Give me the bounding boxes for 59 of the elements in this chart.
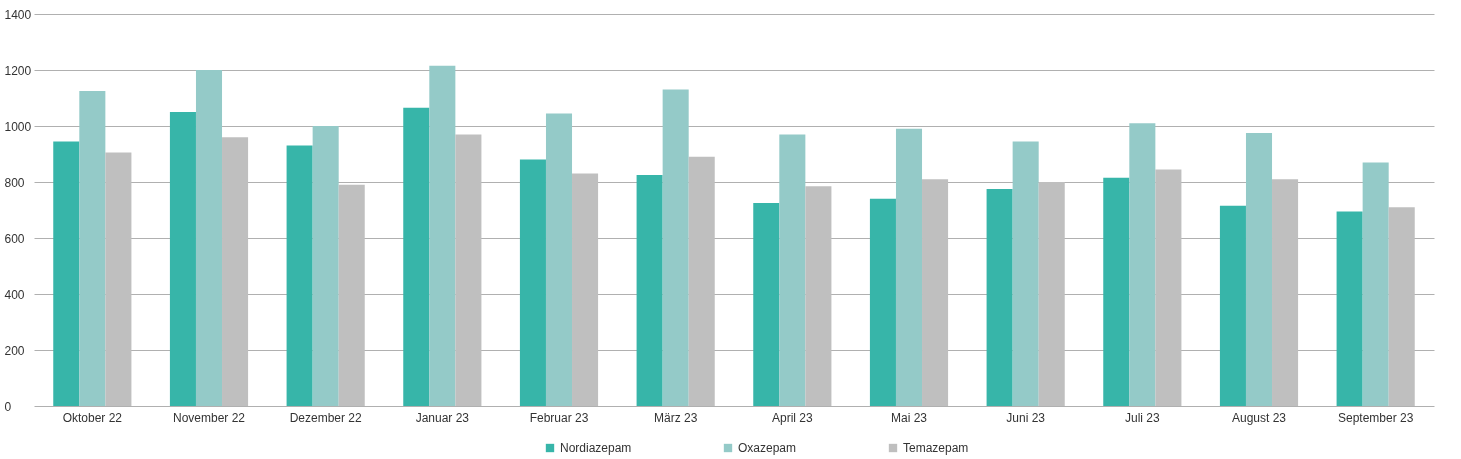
bar <box>222 137 249 406</box>
bar <box>1388 207 1415 406</box>
bar <box>779 134 806 406</box>
y-tick-label: 200 <box>4 343 25 358</box>
bar <box>986 189 1013 406</box>
x-tick-label: Februar 23 <box>529 410 589 425</box>
bar <box>895 128 923 406</box>
x-tick-label: Mai 23 <box>890 410 928 425</box>
y-tick-label: 1400 <box>4 7 32 22</box>
bar <box>572 173 599 406</box>
bar <box>1155 169 1182 406</box>
bar <box>1219 205 1246 406</box>
bar <box>1129 123 1156 406</box>
bar <box>805 186 832 406</box>
bar <box>1272 179 1299 406</box>
y-tick-label: 800 <box>4 175 25 190</box>
bar <box>1012 141 1039 406</box>
bar <box>195 70 223 406</box>
bar <box>869 198 896 406</box>
bar <box>545 113 573 406</box>
bar <box>338 184 365 406</box>
y-tick-label: 600 <box>4 231 25 246</box>
x-tick-label: Juni 23 <box>1006 410 1046 425</box>
bar <box>312 126 339 406</box>
x-tick-label: August 23 <box>1231 410 1287 425</box>
bar <box>662 89 689 406</box>
legend-label: Temazepam <box>903 441 969 455</box>
x-tick-label: November 22 <box>172 410 246 425</box>
legend-label: Nordiazepam <box>560 441 632 455</box>
bar <box>1103 177 1130 406</box>
bar <box>753 203 780 406</box>
bar <box>1362 162 1389 406</box>
bar <box>636 175 663 406</box>
x-tick-label: Juli 23 <box>1124 410 1160 425</box>
y-tick-label: 1000 <box>4 119 32 134</box>
y-tick-label: 1200 <box>4 63 32 78</box>
x-tick-label: April 23 <box>771 410 813 425</box>
bar <box>1245 133 1273 406</box>
y-tick-label: 400 <box>4 287 25 302</box>
x-tick-label: Oktober 22 <box>62 410 123 425</box>
bar <box>105 152 132 406</box>
bar <box>688 156 715 406</box>
bar <box>169 112 196 406</box>
bar <box>1038 182 1065 406</box>
y-tick-label: 0 <box>4 399 12 414</box>
bar <box>519 159 546 406</box>
bar <box>455 134 482 406</box>
bar <box>79 91 106 406</box>
x-tick-label: Dezember 22 <box>289 410 362 425</box>
legend-label: Oxazepam <box>738 441 797 455</box>
x-tick-label: September 23 <box>1337 410 1414 425</box>
x-tick-label: März 23 <box>653 410 698 425</box>
bar <box>1336 211 1363 406</box>
bar <box>286 145 313 406</box>
bar <box>53 141 80 406</box>
x-tick-label: Januar 23 <box>415 410 470 425</box>
bar <box>922 179 949 406</box>
bar <box>429 65 456 406</box>
bar <box>403 107 430 406</box>
